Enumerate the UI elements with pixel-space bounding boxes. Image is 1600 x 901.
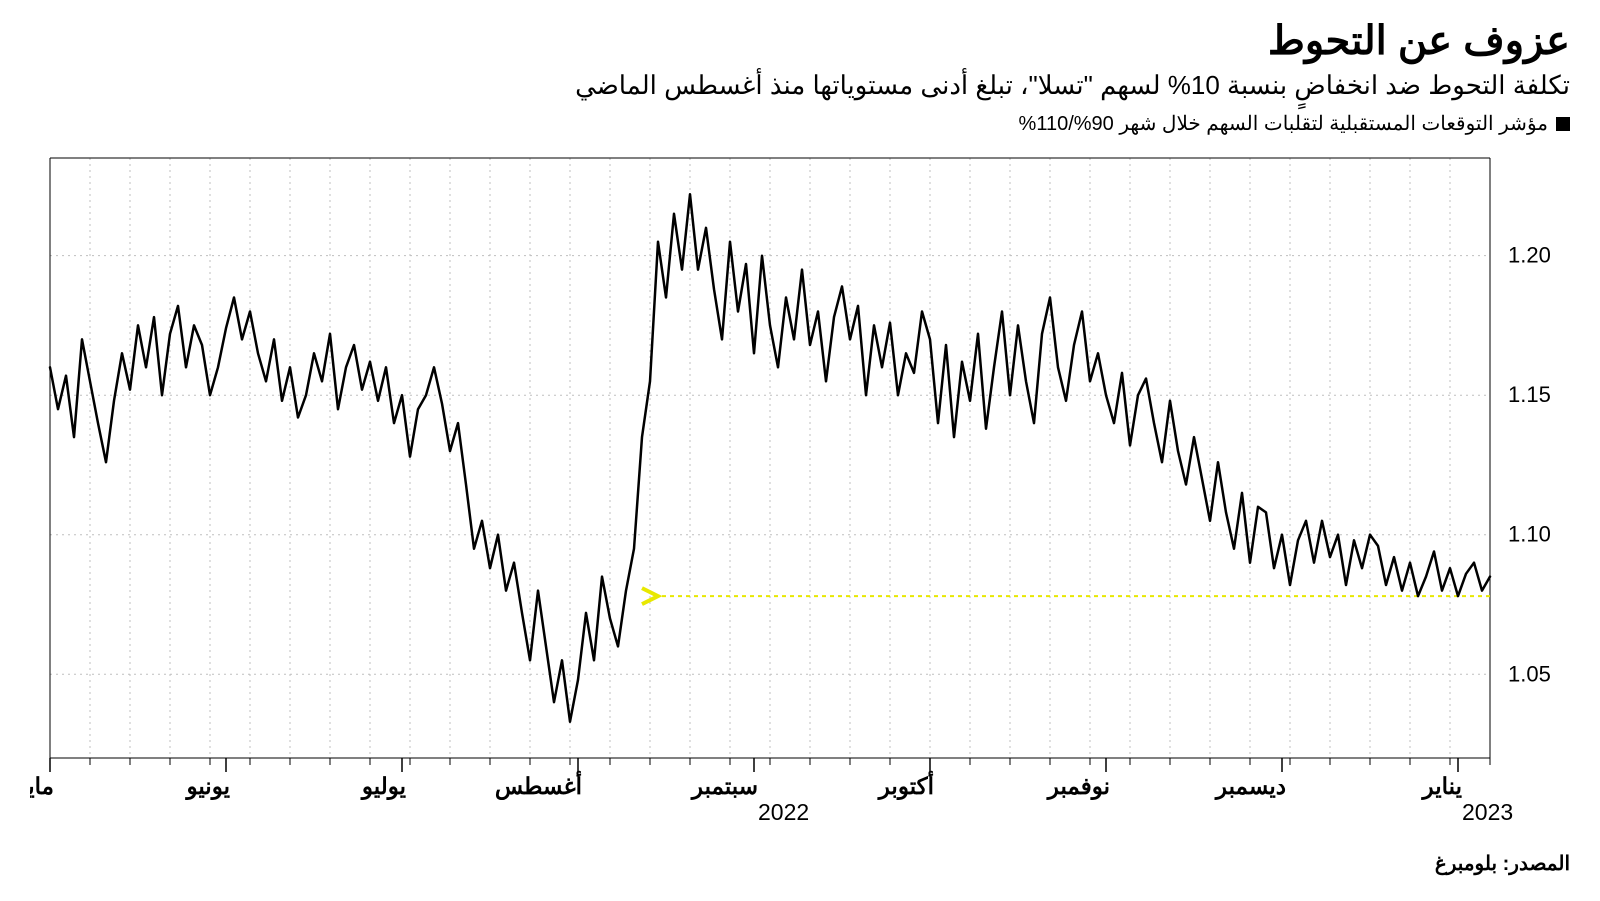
svg-text:1.10: 1.10 [1508,522,1551,547]
line-chart: 1.05 1.10 1.15 1.20 مايو يونيو يوليو أغسطس سبتمب… [30,148,1570,843]
svg-text:أكتوبر: أكتوبر [877,770,934,801]
chart-legend: مؤشر التوقعات المستقبلية لتقلبات السهم خ… [30,111,1570,136]
svg-text:1.15: 1.15 [1508,382,1551,407]
svg-text:1.05: 1.05 [1508,661,1551,686]
svg-text:ديسمبر: ديسمبر [1214,773,1286,801]
chart-subtitle: تكلفة التحوط ضد انخفاضٍ بنسبة 10% لسهم "… [30,70,1570,101]
chart-source: المصدر: بلومبرغ [30,851,1570,876]
chart-svg: 1.05 1.10 1.15 1.20 مايو يونيو يوليو أغسطس سبتمب… [30,148,1570,838]
svg-text:سبتمبر: سبتمبر [690,773,758,801]
svg-text:مايو: مايو [30,773,54,801]
svg-text:يوليو: يوليو [360,773,407,801]
svg-text:2023: 2023 [1462,799,1513,825]
svg-text:يناير: يناير [1421,773,1463,801]
chart-title: عزوف عن التحوط [30,18,1570,64]
svg-text:1.20: 1.20 [1508,243,1551,268]
legend-label: مؤشر التوقعات المستقبلية لتقلبات السهم خ… [1019,111,1548,136]
legend-swatch [1556,117,1570,131]
svg-text:أغسطس: أغسطس [495,770,582,801]
svg-text:2022: 2022 [758,799,809,825]
svg-text:يونيو: يونيو [184,773,230,801]
svg-text:نوفمبر: نوفمبر [1046,773,1110,801]
